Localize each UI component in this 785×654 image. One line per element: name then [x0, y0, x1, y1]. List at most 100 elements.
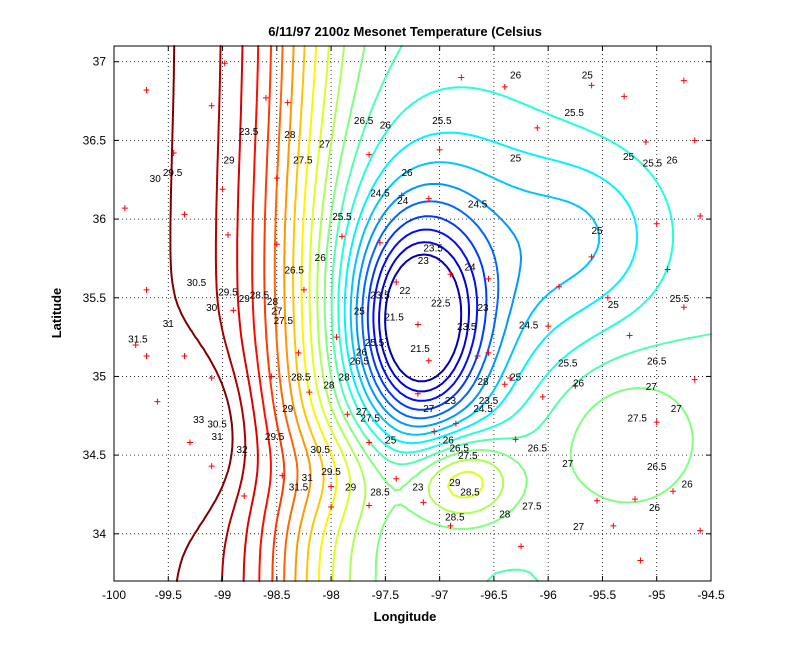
station-marker — [393, 475, 400, 482]
contour-label: 27 — [356, 407, 368, 418]
station-marker — [610, 522, 617, 529]
station-marker — [485, 349, 492, 356]
contour-label: 22 — [399, 286, 411, 297]
station-marker — [208, 463, 215, 470]
contour-label: 29.5 — [218, 287, 238, 298]
contour-label: 25 — [608, 300, 620, 311]
station-marker — [691, 376, 698, 383]
x-tick-label: -96.5 — [480, 588, 508, 602]
contour-label: 26 — [356, 347, 368, 358]
station-marker — [436, 146, 443, 153]
contour-label: 26 — [402, 168, 414, 179]
x-tick-label: -95 — [648, 588, 666, 602]
station-marker — [572, 382, 579, 389]
contour-label: 31 — [163, 319, 175, 330]
contour-label: 29.5 — [265, 432, 285, 443]
contour-label: 21.5 — [384, 313, 404, 324]
station-marker — [181, 352, 188, 359]
contour-label: 25.5 — [365, 338, 385, 349]
station-marker — [414, 390, 421, 397]
contour-label: 29.5 — [321, 467, 341, 478]
station-marker — [626, 332, 633, 339]
contour-label: 24.5 — [519, 321, 539, 332]
contour-line — [169, 45, 234, 582]
station-marker — [132, 341, 139, 348]
station-marker — [300, 286, 307, 293]
contour-label: 27 — [423, 404, 435, 415]
station-markers — [121, 60, 704, 564]
contour-label: 30.5 — [311, 445, 331, 456]
station-marker — [588, 253, 595, 260]
station-marker — [279, 472, 286, 479]
contour-label: 24.5 — [473, 404, 493, 415]
contour-label: 25 — [510, 372, 522, 383]
contour-label: 28 — [339, 372, 351, 383]
contour-line — [308, 45, 484, 582]
contour-line — [283, 45, 312, 582]
contour-label: 26 — [510, 70, 522, 81]
station-marker — [268, 373, 275, 380]
station-marker — [474, 352, 481, 359]
contour-label: 28 — [323, 380, 335, 391]
contour-label: 30.5 — [187, 278, 207, 289]
station-marker — [295, 349, 302, 356]
station-marker — [447, 271, 454, 278]
station-marker — [632, 496, 639, 503]
contour-label: 23 — [445, 396, 457, 407]
contour-label: 30.5 — [207, 420, 227, 431]
station-marker — [680, 77, 687, 84]
contour-label: 29 — [345, 483, 357, 494]
contour-label: 29.5 — [163, 168, 183, 179]
contour-label: 28.5 — [370, 487, 390, 498]
station-marker — [143, 286, 150, 293]
contour-label: 27 — [271, 306, 283, 317]
station-marker — [642, 138, 649, 145]
station-marker — [366, 439, 373, 446]
contour-label: 25 — [385, 435, 397, 446]
station-marker — [230, 307, 237, 314]
contour-label: 30 — [150, 174, 162, 185]
contour-label: 21.5 — [410, 344, 430, 355]
contour-label: 27.5 — [627, 413, 647, 424]
contour-label: 27 — [319, 140, 331, 151]
contour-label: 25.5 — [670, 294, 690, 305]
station-marker — [604, 294, 611, 301]
station-marker — [344, 411, 351, 418]
station-marker — [458, 74, 465, 81]
station-marker — [170, 150, 177, 156]
grid-lines — [114, 46, 711, 581]
contour-label: 26.5 — [284, 265, 304, 276]
station-marker — [366, 151, 373, 158]
station-marker — [637, 557, 644, 564]
contour-label: 23.5 — [423, 243, 443, 254]
contour-label: 26 — [666, 155, 678, 166]
contour-label: 26 — [682, 479, 694, 490]
contour-label: 27 — [573, 522, 585, 533]
contour-label: 26.5 — [350, 357, 370, 368]
contour-label: 28 — [284, 130, 296, 141]
contour-line — [273, 45, 299, 582]
station-marker — [333, 334, 340, 341]
contour-label: 27.5 — [293, 155, 313, 166]
station-marker — [670, 488, 677, 495]
contour-label: 32 — [237, 445, 249, 456]
contour-label: 25 — [354, 306, 366, 317]
station-marker — [338, 233, 345, 240]
station-marker — [273, 241, 280, 248]
contour-label: 24.5 — [370, 188, 390, 199]
station-marker — [452, 420, 459, 427]
x-tick-label: -98.5 — [263, 588, 291, 602]
contour-line — [323, 45, 694, 582]
x-tick-label: -97.5 — [372, 588, 400, 602]
station-marker — [219, 186, 226, 193]
x-tick-label: -94.5 — [697, 588, 725, 602]
y-tick-label: 36.5 — [83, 133, 107, 147]
contour-label: 23.5 — [370, 291, 390, 302]
x-tick-label: -99 — [214, 588, 232, 602]
contour-label: 26.5 — [449, 443, 469, 454]
contour-line — [316, 45, 505, 582]
contour-label: 27 — [562, 459, 574, 470]
contour-label: 24 — [397, 196, 409, 207]
